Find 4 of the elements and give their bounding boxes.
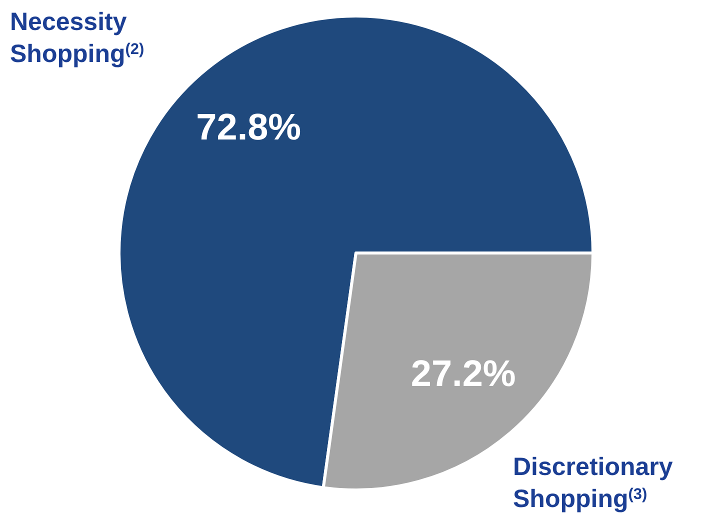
slice-label: Necessity Shopping$^{(2)}$ (10, 8, 144, 68)
data-label: 27.2% (410, 353, 516, 394)
slice-label: Discretionary Shopping$^{(3)}$ (513, 453, 673, 513)
data-label: 72.8% (196, 106, 302, 148)
